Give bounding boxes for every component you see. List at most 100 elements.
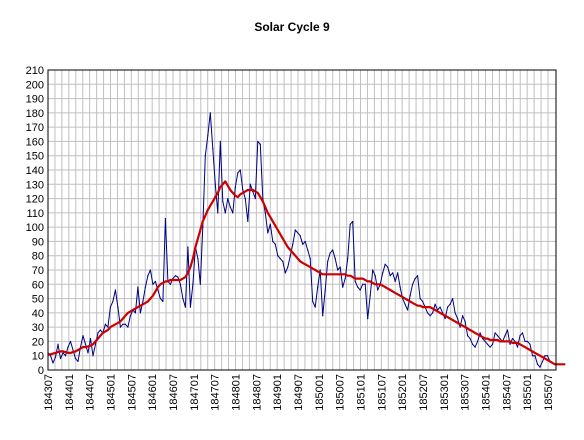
data-point (179, 283, 181, 285)
x-tick-label: 184901 (272, 374, 284, 411)
data-point (212, 147, 214, 150)
data-point (451, 297, 454, 300)
data-point (129, 315, 132, 317)
data-point (219, 186, 221, 188)
data-point (152, 295, 154, 297)
data-point (564, 363, 566, 365)
data-point (117, 306, 119, 308)
data-point (444, 317, 446, 320)
data-point (174, 275, 176, 277)
data-point (544, 357, 546, 360)
data-point (309, 257, 311, 260)
data-point (499, 340, 501, 343)
data-point (54, 352, 57, 354)
data-point (434, 309, 436, 311)
data-point (359, 277, 361, 280)
data-point (99, 335, 102, 337)
series-points (47, 180, 566, 365)
data-point (524, 340, 526, 343)
data-point (137, 306, 139, 308)
y-tick-label: 170 (26, 122, 44, 134)
data-point (534, 352, 536, 354)
data-point (489, 339, 491, 341)
x-tick-label: 184407 (85, 374, 97, 411)
data-point (209, 112, 211, 114)
x-tick-label: 185301 (439, 374, 451, 411)
data-point (384, 286, 386, 288)
data-point (556, 363, 559, 365)
data-point (344, 277, 346, 280)
data-point (124, 315, 127, 317)
y-tick-label: 80 (32, 251, 44, 263)
data-point (167, 280, 169, 283)
data-point (164, 217, 166, 220)
data-point (407, 309, 409, 311)
data-point (74, 350, 77, 353)
data-point (104, 323, 107, 325)
data-point (239, 169, 241, 171)
y-tick-label: 190 (26, 94, 44, 106)
data-point (429, 315, 431, 317)
data-point (506, 340, 509, 343)
plot-border (47, 69, 557, 371)
data-point (422, 306, 424, 308)
data-point (509, 340, 511, 343)
y-tick-label: 140 (26, 165, 44, 177)
data-point (471, 330, 474, 333)
data-point (124, 323, 127, 325)
data-point (449, 317, 451, 320)
data-point (484, 337, 486, 340)
data-point (202, 226, 204, 228)
data-point (439, 312, 441, 314)
data-point (357, 277, 359, 280)
data-point (516, 342, 519, 344)
data-point (404, 303, 406, 305)
x-tick-label: 185107 (376, 374, 388, 411)
data-point (372, 269, 374, 271)
data-point (392, 272, 394, 274)
data-point (99, 329, 102, 331)
y-tick-label: 70 (32, 265, 44, 277)
data-point (114, 323, 117, 325)
data-point (529, 349, 531, 351)
data-point (109, 326, 112, 328)
data-point (519, 335, 521, 337)
data-point (461, 315, 464, 317)
data-point (192, 257, 194, 260)
data-point (476, 333, 479, 335)
data-point (529, 343, 531, 345)
x-tick-label: 185307 (460, 374, 472, 411)
data-point (197, 237, 199, 240)
data-point (294, 229, 296, 231)
data-point (369, 295, 371, 297)
y-tick-label: 150 (26, 151, 44, 163)
data-point (439, 306, 441, 308)
data-point (394, 292, 396, 294)
data-point (496, 339, 499, 341)
data-point (337, 269, 339, 271)
data-point (367, 280, 369, 283)
data-point (72, 351, 74, 353)
data-point (217, 212, 219, 214)
data-point (324, 289, 326, 291)
data-point (87, 345, 89, 348)
data-point (242, 189, 244, 191)
data-point (327, 273, 329, 275)
data-point (254, 197, 256, 200)
data-point (149, 297, 151, 300)
data-point (466, 327, 469, 330)
data-point (494, 339, 496, 341)
data-point (154, 290, 156, 293)
y-tick-label: 50 (32, 294, 44, 306)
data-point (54, 356, 57, 358)
data-point (112, 325, 114, 327)
data-point (412, 302, 414, 304)
data-point (466, 335, 469, 337)
data-point (319, 272, 321, 274)
data-point (369, 280, 371, 283)
data-point (187, 272, 189, 274)
data-point (247, 220, 249, 223)
data-point (357, 286, 359, 288)
data-point (207, 209, 209, 211)
